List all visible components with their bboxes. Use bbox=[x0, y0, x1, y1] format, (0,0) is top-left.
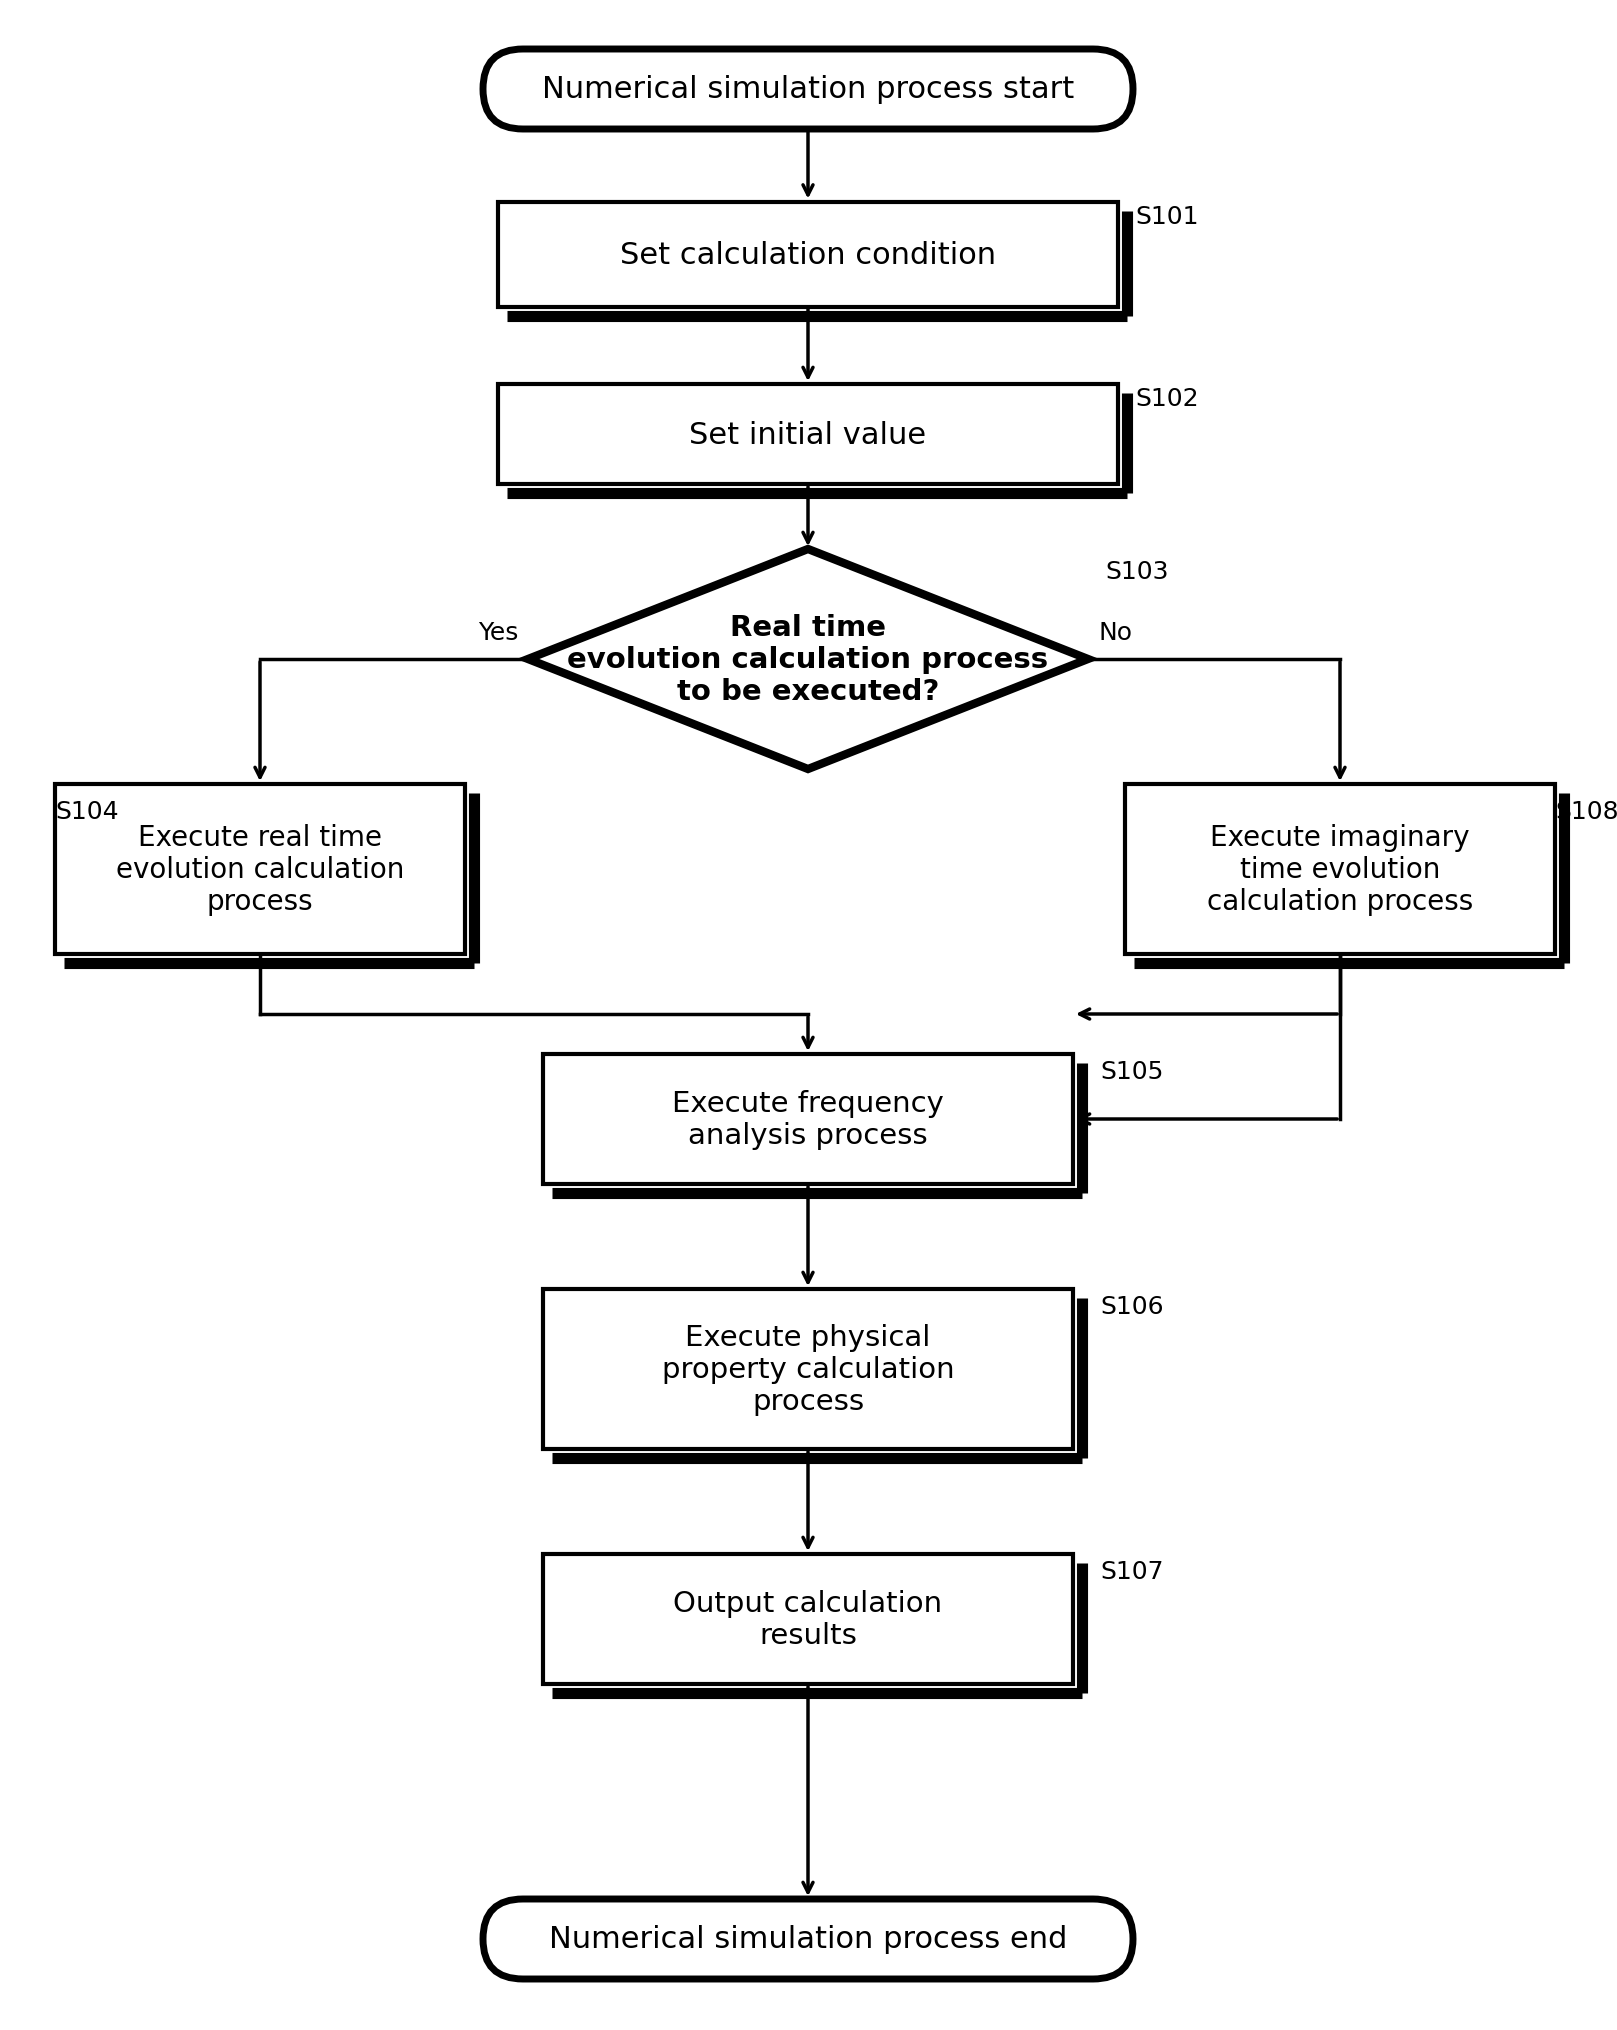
Text: Execute imaginary
time evolution
calculation process: Execute imaginary time evolution calcula… bbox=[1206, 824, 1473, 916]
Bar bbox=[1125, 786, 1556, 954]
Text: Execute frequency
analysis process: Execute frequency analysis process bbox=[673, 1090, 944, 1149]
Bar bbox=[498, 203, 1117, 307]
Bar bbox=[55, 786, 466, 954]
Text: S107: S107 bbox=[1100, 1559, 1164, 1583]
Text: Set calculation condition: Set calculation condition bbox=[619, 240, 996, 270]
Bar bbox=[498, 203, 1117, 307]
FancyBboxPatch shape bbox=[483, 51, 1134, 130]
Bar bbox=[543, 1289, 1074, 1449]
Text: Execute real time
evolution calculation
process: Execute real time evolution calculation … bbox=[116, 824, 404, 916]
Bar bbox=[543, 1555, 1074, 1685]
Text: S104: S104 bbox=[55, 800, 118, 824]
Text: S105: S105 bbox=[1100, 1060, 1163, 1084]
Bar bbox=[498, 386, 1117, 485]
Bar bbox=[1125, 786, 1556, 954]
Bar bbox=[543, 1289, 1074, 1449]
Text: S102: S102 bbox=[1135, 388, 1198, 410]
Text: S108: S108 bbox=[1556, 800, 1617, 824]
Polygon shape bbox=[529, 550, 1088, 769]
Text: No: No bbox=[1098, 621, 1132, 646]
Text: Set initial value: Set initial value bbox=[689, 420, 927, 449]
Bar bbox=[543, 1555, 1074, 1685]
Text: Numerical simulation process end: Numerical simulation process end bbox=[548, 1924, 1067, 1953]
Bar bbox=[543, 1054, 1074, 1183]
Bar bbox=[498, 386, 1117, 485]
Bar bbox=[543, 1054, 1074, 1183]
Text: Numerical simulation process start: Numerical simulation process start bbox=[542, 75, 1074, 104]
Text: S103: S103 bbox=[1104, 560, 1169, 585]
Bar bbox=[55, 786, 466, 954]
Text: Output calculation
results: Output calculation results bbox=[673, 1589, 943, 1650]
FancyBboxPatch shape bbox=[483, 1898, 1134, 1979]
Text: S101: S101 bbox=[1135, 205, 1198, 229]
Text: S106: S106 bbox=[1100, 1295, 1164, 1317]
Text: Real time
evolution calculation process
to be executed?: Real time evolution calculation process … bbox=[568, 613, 1048, 706]
Text: Yes: Yes bbox=[477, 621, 517, 646]
Text: Execute physical
property calculation
process: Execute physical property calculation pr… bbox=[661, 1324, 954, 1415]
